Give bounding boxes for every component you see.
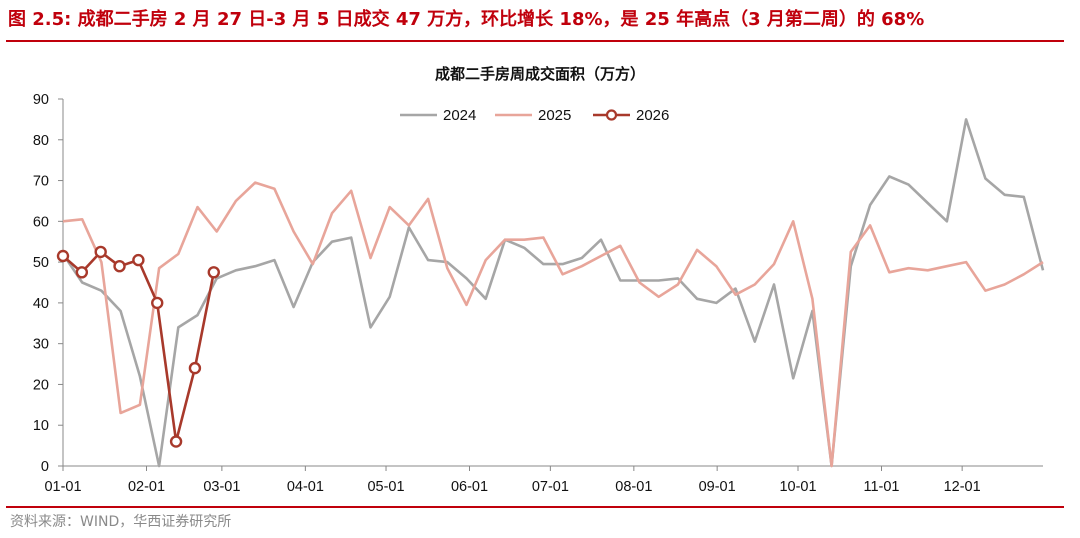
chart-title: 成都二手房周成交面积（万方） bbox=[435, 65, 645, 83]
legend-label-2025: 2025 bbox=[538, 107, 571, 124]
y-tick-label: 50 bbox=[33, 255, 49, 271]
x-tick-label: 05-01 bbox=[367, 479, 404, 495]
x-tick-label: 02-01 bbox=[128, 479, 165, 495]
x-tick-label: 03-01 bbox=[203, 479, 240, 495]
series-line-2026 bbox=[62, 250, 216, 443]
x-tick-label: 09-01 bbox=[699, 479, 736, 495]
y-tick-label: 20 bbox=[33, 377, 49, 393]
data-point-2026 bbox=[75, 266, 89, 279]
data-point-2026 bbox=[207, 266, 220, 279]
y-axis: 0 10 20 30 40 50 60 70 80 90 bbox=[33, 92, 64, 475]
x-tick-label: 07-01 bbox=[532, 479, 569, 495]
series-line-2024 bbox=[61, 118, 1045, 468]
x-tick-label: 06-01 bbox=[451, 479, 488, 495]
y-tick-label: 60 bbox=[33, 214, 49, 230]
data-point-2026 bbox=[56, 249, 70, 263]
data-point-2026 bbox=[132, 253, 145, 267]
x-tick-label: 08-01 bbox=[615, 479, 652, 495]
source-note: 资料来源：WIND，华西证券研究所 bbox=[10, 514, 232, 530]
legend: 2024 2025 2026 bbox=[400, 107, 669, 124]
figure-title: 图 2.5: 成都二手房 2 月 27 日-3 月 5 日成交 47 万方，环比… bbox=[8, 9, 925, 30]
legend-marker-2026 bbox=[605, 109, 618, 121]
x-tick-label: 10-01 bbox=[779, 479, 816, 495]
x-tick-label: 11-01 bbox=[863, 479, 899, 495]
data-point-2026 bbox=[169, 435, 183, 448]
y-tick-label: 30 bbox=[33, 337, 49, 353]
title-rule bbox=[6, 40, 1064, 42]
data-point-2026 bbox=[113, 259, 126, 273]
source-rule bbox=[6, 506, 1064, 508]
data-point-2026 bbox=[151, 296, 164, 310]
y-tick-label: 40 bbox=[33, 296, 49, 312]
y-tick-label: 10 bbox=[33, 418, 49, 434]
y-tick-label: 80 bbox=[33, 133, 49, 149]
data-point-2026 bbox=[94, 245, 107, 259]
series-layer bbox=[56, 118, 1045, 468]
data-point-2026 bbox=[188, 361, 202, 375]
legend-label-2026: 2026 bbox=[636, 107, 669, 124]
x-axis: 01-01 02-01 03-01 04-01 05-01 06-01 07-01 08-01… bbox=[44, 465, 1043, 495]
y-tick-label: 0 bbox=[41, 459, 49, 475]
series-line-2025 bbox=[62, 181, 1044, 468]
x-tick-label: 01-01 bbox=[44, 479, 81, 495]
y-tick-label: 90 bbox=[33, 92, 49, 108]
y-tick-label: 70 bbox=[33, 174, 49, 190]
x-tick-label: 04-01 bbox=[287, 479, 324, 495]
x-tick-label: 12-01 bbox=[944, 479, 981, 495]
legend-label-2024: 2024 bbox=[443, 107, 476, 124]
